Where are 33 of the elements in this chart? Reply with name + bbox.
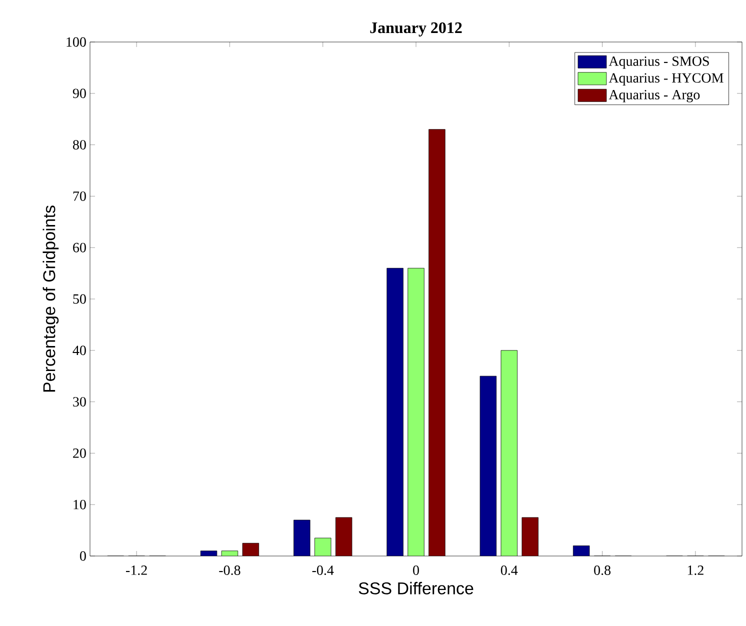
- legend-label: Aquarius - HYCOM: [608, 73, 724, 86]
- x-axis-title: SSS Difference: [358, 582, 474, 594]
- x-tick-label: -1.2: [126, 566, 147, 576]
- chart-title: January 2012: [370, 22, 462, 36]
- x-tick-label: -0.4: [312, 566, 334, 576]
- bar: [336, 517, 352, 556]
- x-tick-label: -0.8: [219, 566, 240, 576]
- bar: [386, 268, 404, 556]
- y-tick-label: 40: [72, 346, 86, 356]
- y-tick-label: 50: [73, 294, 86, 304]
- x-tick-label: 0.8: [594, 566, 611, 576]
- bar: [314, 538, 332, 556]
- y-tick-label: 10: [74, 500, 86, 510]
- x-tick-label: 0.4: [500, 566, 518, 576]
- x-tick-label: 0: [413, 566, 419, 575]
- y-tick-label: 20: [73, 448, 86, 458]
- bar: [480, 376, 496, 556]
- y-tick-label: 80: [73, 140, 86, 150]
- bar: [522, 517, 538, 556]
- legend-label: Aquarius - Argo: [608, 90, 700, 102]
- bar: [294, 520, 310, 556]
- y-tick-label: 100: [66, 37, 86, 47]
- y-tick-label: 30: [73, 397, 86, 407]
- y-tick-label: 60: [73, 242, 86, 252]
- bar: [501, 350, 518, 556]
- y-tick-label: 90: [72, 88, 86, 98]
- y-tick-label: 0: [80, 551, 86, 561]
- bar: [428, 129, 446, 556]
- y-axis-title: Percentage of Gridpoints: [42, 206, 59, 392]
- x-tick-label: 1.2: [688, 566, 704, 576]
- legend-label: Aquarius - SMOS: [608, 56, 709, 69]
- bar: [408, 268, 424, 556]
- y-tick-label: 70: [73, 191, 86, 201]
